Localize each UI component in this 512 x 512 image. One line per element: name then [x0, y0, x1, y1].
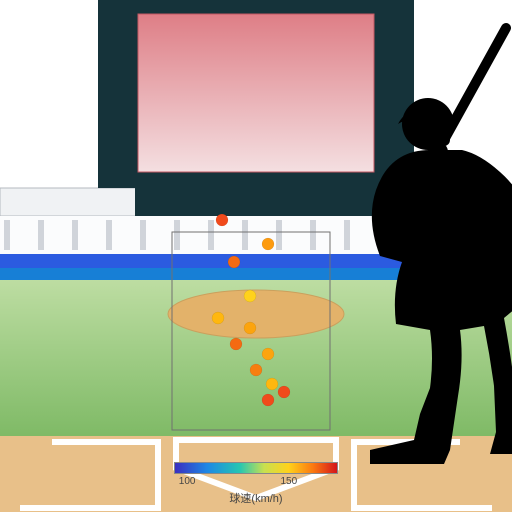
legend-tick-label: 150 — [280, 476, 297, 487]
legend-colorbar — [174, 462, 338, 474]
pitch-marker — [244, 322, 256, 334]
speed-legend: 100 150 球速(km/h) — [174, 462, 338, 506]
pitch-marker — [230, 338, 242, 350]
pitch-marker — [266, 378, 278, 390]
scoreboard-base — [135, 188, 377, 216]
pitch-marker — [228, 256, 240, 268]
pitch-marker — [278, 386, 290, 398]
pitch-marker — [262, 348, 274, 360]
pitch-marker — [262, 394, 274, 406]
legend-ticks: 100 150 — [174, 476, 338, 488]
legend-tick-label: 100 — [179, 476, 196, 487]
pitch-marker — [262, 238, 274, 250]
pitch-marker — [250, 364, 262, 376]
pitch-marker — [212, 312, 224, 324]
pitch-location-scene — [0, 0, 512, 512]
pitch-marker — [216, 214, 228, 226]
pitch-marker — [244, 290, 256, 302]
scoreboard-screen — [138, 14, 374, 172]
legend-title: 球速(km/h) — [174, 490, 338, 506]
